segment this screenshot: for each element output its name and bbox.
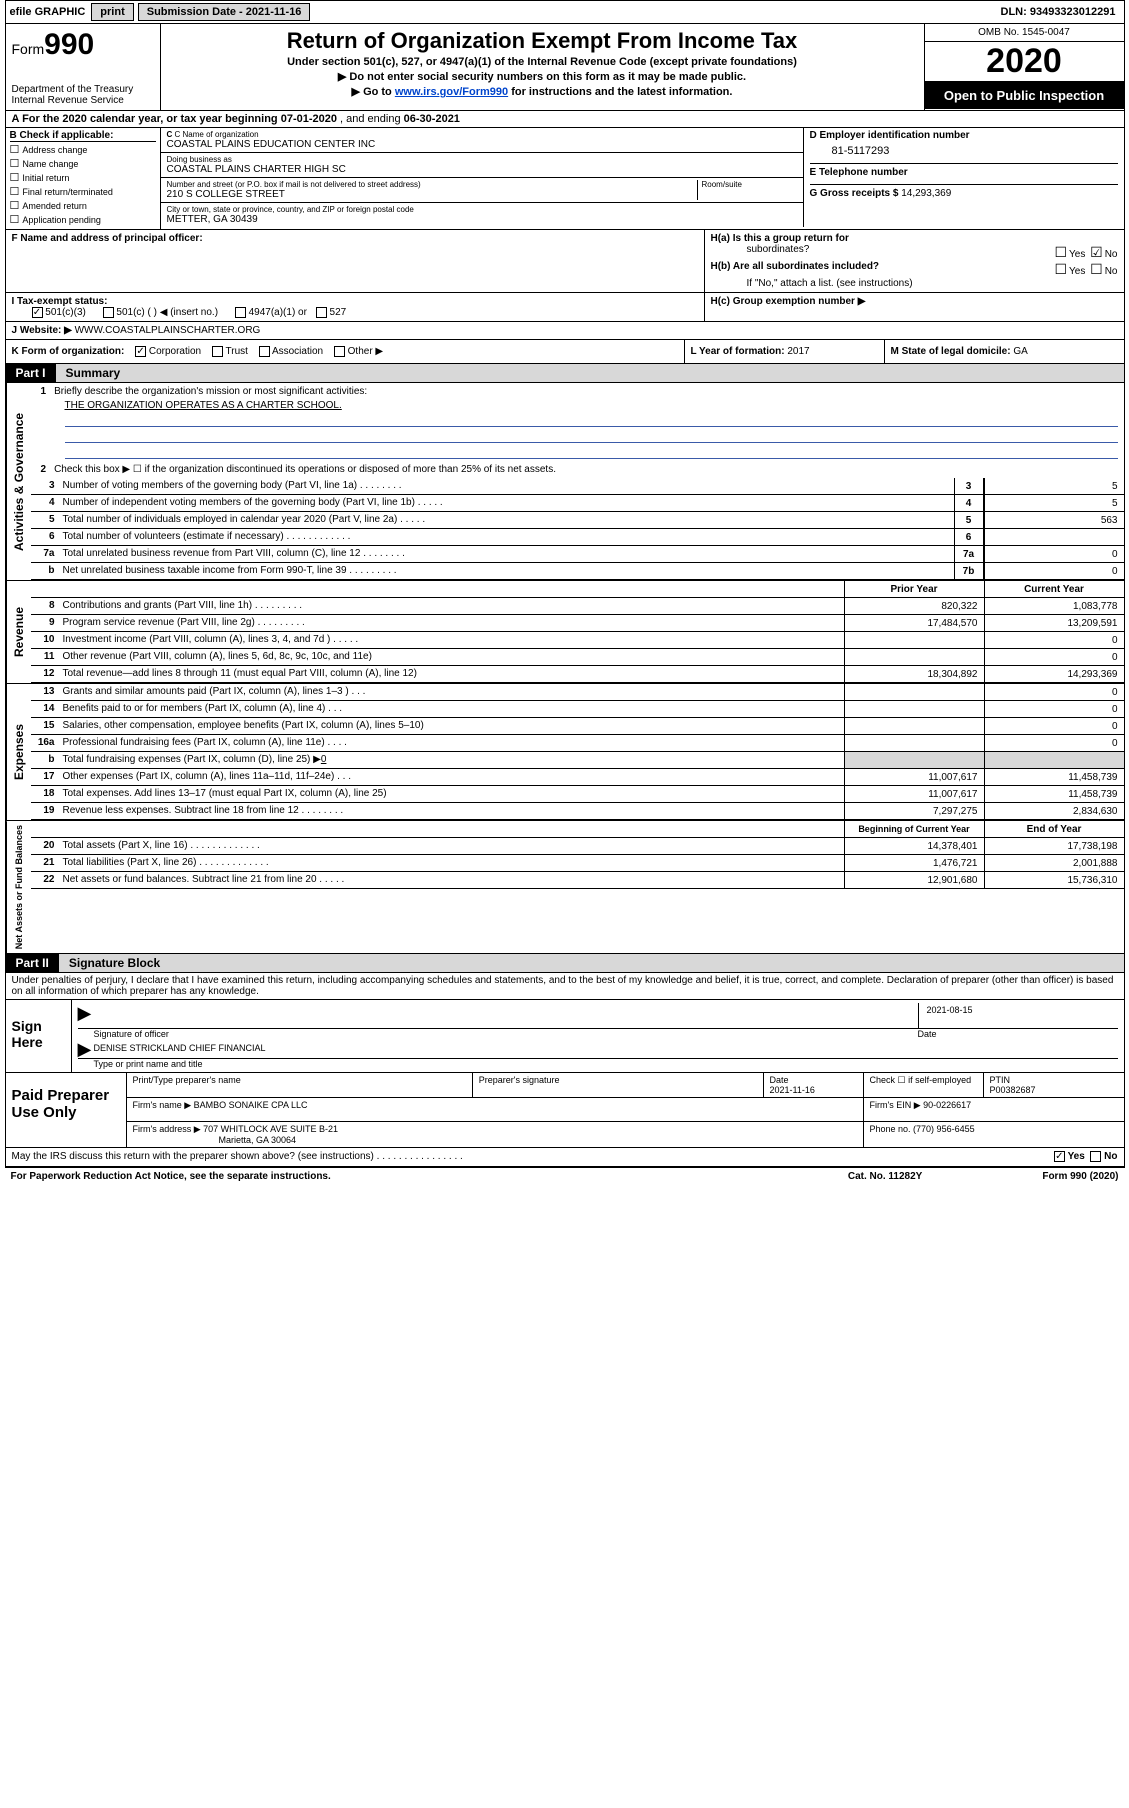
part-ii-header: Part II Signature Block [6, 954, 1124, 973]
self-employed-check[interactable]: Check ☐ if self-employed [864, 1073, 984, 1097]
city-cell: City or town, state or province, country… [161, 203, 803, 227]
section-k: K Form of organization: ✓ Corporation Tr… [6, 340, 684, 363]
preparer-name-label: Print/Type preparer's name [127, 1073, 473, 1097]
form-footer: Form 990 (2020) [1042, 1171, 1118, 1182]
prep-date: Date2021-11-16 [764, 1073, 864, 1097]
firm-ein: Firm's EIN ▶ 90-0226617 [864, 1098, 1124, 1121]
vtab-governance: Activities & Governance [6, 383, 31, 580]
section-l: L Year of formation: 2017 [684, 340, 884, 363]
sig-date-label: Date [918, 1029, 1118, 1039]
sig-officer-label: Signature of officer [78, 1029, 918, 1039]
submission-date: Submission Date - 2021-11-16 [138, 3, 311, 21]
firm-name: Firm's name ▶ BAMBO SONAIKE CPA LLC [127, 1098, 864, 1121]
cat-no: Cat. No. 11282Y [848, 1171, 922, 1182]
paid-preparer-label: Paid Preparer Use Only [6, 1073, 126, 1147]
dba-cell: Doing business as COASTAL PLAINS CHARTER… [161, 153, 803, 178]
section-j: J Website: ▶ WWW.COASTALPLAINSCHARTER.OR… [6, 322, 1124, 340]
mission-text: THE ORGANIZATION OPERATES AS A CHARTER S… [31, 400, 1124, 411]
form990-link[interactable]: www.irs.gov/Form990 [395, 86, 508, 98]
subtitle-2: ▶ Do not enter social security numbers o… [169, 70, 916, 83]
chk-address-change[interactable]: ☐Address change [10, 143, 156, 156]
section-b: B Check if applicable: ☐Address change ☐… [6, 128, 161, 229]
ptin: PTINP00382687 [984, 1073, 1124, 1097]
subtitle-1: Under section 501(c), 527, or 4947(a)(1)… [169, 56, 916, 68]
section-h: H(a) Is this a group return for subordin… [704, 230, 1124, 292]
blank-line [65, 445, 1118, 459]
topbar: efile GRAPHIC print Submission Date - 20… [6, 1, 1124, 24]
section-i: I Tax-exempt status: ✓ 501(c)(3) 501(c) … [6, 293, 704, 321]
irs-discuss-row: May the IRS discuss this return with the… [6, 1148, 1124, 1166]
chk-amended[interactable]: ☐Amended return [10, 199, 156, 212]
chk-initial-return[interactable]: ☐Initial return [10, 171, 156, 184]
gross-receipts: G Gross receipts $ 14,293,369 [810, 188, 952, 199]
ein-value: 81-5117293 [832, 145, 1096, 157]
paperwork-notice: For Paperwork Reduction Act Notice, see … [11, 1171, 848, 1182]
open-to-public: Open to Public Inspection [925, 82, 1124, 109]
firm-phone: Phone no. (770) 956-6455 [864, 1122, 1124, 1147]
sign-here-label: Sign Here [6, 1000, 71, 1072]
chk-pending[interactable]: ☐Application pending [10, 213, 156, 226]
section-f: F Name and address of principal officer: [6, 230, 704, 292]
section-b-header: B Check if applicable: [10, 130, 156, 142]
org-name-cell: C C Name of organization COASTAL PLAINS … [161, 128, 803, 153]
line-a: A For the 2020 calendar year, or tax yea… [6, 111, 1124, 128]
blank-line [65, 413, 1118, 427]
print-button[interactable]: print [91, 3, 133, 21]
signature-declaration: Under penalties of perjury, I declare th… [6, 973, 1124, 999]
efile-label: efile GRAPHIC [10, 6, 86, 18]
phone-label: E Telephone number [810, 167, 1118, 178]
blank-line [65, 429, 1118, 443]
name-title-label: Type or print name and title [78, 1059, 1118, 1069]
arrow-icon: ▶ [78, 1003, 94, 1028]
form-header: Form990 Department of the Treasury Inter… [6, 24, 1124, 111]
vtab-revenue: Revenue [6, 581, 31, 683]
omb: OMB No. 1545-0047 [925, 24, 1124, 42]
chk-name-change[interactable]: ☐Name change [10, 157, 156, 170]
sig-date-value: 2021-08-15 [927, 1005, 1110, 1015]
vtab-net-assets: Net Assets or Fund Balances [6, 821, 31, 953]
dept-label: Department of the Treasury [12, 84, 154, 95]
section-hc: H(c) Group exemption number ▶ [704, 293, 1124, 321]
preparer-sig-label: Preparer's signature [473, 1073, 764, 1097]
addr-cell: Number and street (or P.O. box if mail i… [161, 178, 803, 203]
chk-final-return[interactable]: ☐Final return/terminated [10, 185, 156, 198]
ein-label: D Employer identification number [810, 130, 1118, 141]
form-title: Return of Organization Exempt From Incom… [169, 28, 916, 54]
arrow-icon: ▶ [78, 1039, 94, 1058]
signer-name: DENISE STRICKLAND CHIEF FINANCIAL [94, 1039, 1118, 1058]
vtab-expenses: Expenses [6, 684, 31, 820]
part-i-header: Part I Summary [6, 364, 1124, 383]
dln: DLN: 93493323012291 [997, 4, 1120, 20]
firm-address: Firm's address ▶ 707 WHITLOCK AVE SUITE … [127, 1122, 864, 1147]
subtitle-3: ▶ Go to www.irs.gov/Form990 for instruct… [169, 85, 916, 98]
section-m: M State of legal domicile: GA [884, 340, 1124, 363]
tax-year: 2020 [925, 42, 1124, 82]
irs-label: Internal Revenue Service [12, 95, 154, 106]
form-number: Form990 [12, 28, 154, 62]
